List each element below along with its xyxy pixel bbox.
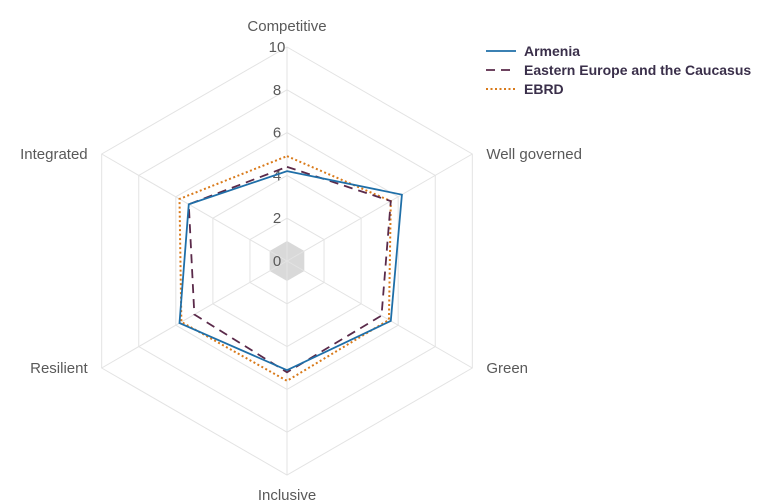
legend-label: EBRD [524, 81, 564, 97]
radar-tick-labels: 0 2 4 6 8 10 [269, 39, 286, 270]
tick-label: 2 [273, 210, 281, 227]
axis-label-inclusive: Inclusive [258, 487, 316, 503]
tick-label: 0 [273, 253, 281, 270]
chart-legend: Armenia Eastern Europe and the Caucasus EB… [486, 43, 751, 97]
legend-label: Eastern Europe and the Caucasus [524, 62, 751, 78]
axis-label-green: Green [486, 360, 528, 377]
radar-spokes [101, 47, 473, 475]
axis-label-well-governed: Well governed [486, 146, 582, 163]
legend-label: Armenia [524, 43, 580, 59]
spoke-1 [286, 153, 473, 262]
spoke-5 [101, 153, 288, 262]
tick-label: 10 [269, 39, 286, 56]
spoke-2 [286, 260, 473, 369]
axis-label-resilient: Resilient [30, 360, 88, 377]
radar-axis-labels: Competitive Well governed Green Inclusive Re… [20, 18, 582, 503]
series-armenia [178, 170, 403, 372]
radar-series [178, 155, 403, 382]
axis-label-competitive: Competitive [247, 18, 326, 35]
tick-label: 4 [273, 167, 281, 184]
tick-label: 6 [273, 125, 281, 142]
series-eastern-europe-and-the-caucasus [187, 165, 392, 374]
tick-label: 8 [273, 82, 281, 99]
axis-label-integrated: Integrated [20, 146, 88, 163]
